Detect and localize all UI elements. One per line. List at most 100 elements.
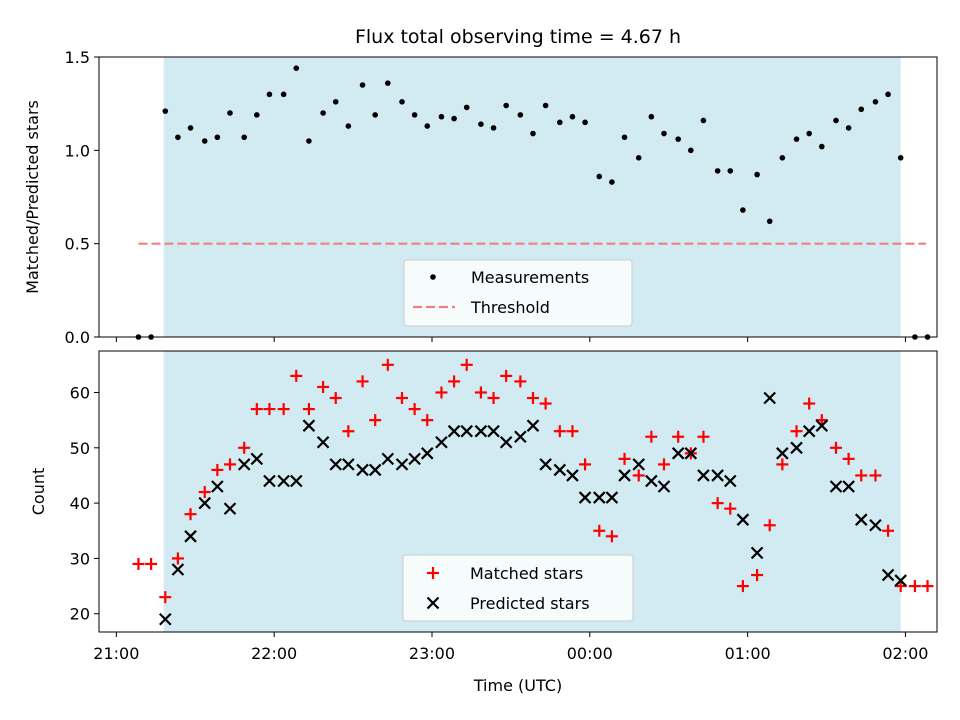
predicted-star-point: [223, 502, 237, 515]
predicted-star-point: [736, 513, 750, 526]
matched-star-point: [579, 458, 592, 471]
predicted-star-point: [815, 419, 829, 432]
predicted-star-point: [198, 496, 212, 510]
measurement-point: [463, 104, 470, 111]
predicted-star-point: [894, 574, 907, 587]
predicted-star-point: [381, 452, 395, 466]
predicted-star-point: [763, 391, 776, 405]
matched-star-point: [776, 458, 789, 471]
measurement-point: [438, 113, 445, 120]
matched-star-point: [132, 557, 145, 570]
measurement-point: [596, 173, 603, 180]
measurement-point: [557, 119, 563, 126]
top-y-ticks: 0.0 0.5 1.0 1.5: [65, 48, 99, 347]
measurement-point: [332, 99, 339, 105]
predicted-star-point: [618, 469, 631, 482]
bottom-y-tick-label: 30: [70, 549, 90, 568]
matched-star-point: [618, 452, 631, 465]
matched-star-point: [342, 425, 355, 438]
measurement-point: [175, 134, 181, 141]
measurement-point: [661, 130, 667, 137]
matched-star-point: [396, 392, 409, 405]
measurement-point: [162, 108, 169, 114]
predicted-star-point: [171, 563, 185, 576]
predicted-star-point: [447, 424, 461, 438]
matched-star-point: [356, 375, 369, 388]
predicted-star-point: [829, 480, 843, 493]
predicted-star-point: [237, 458, 251, 471]
predicted-star-point: [474, 424, 488, 438]
predicted-star-point: [842, 480, 855, 493]
matched-star-point: [238, 441, 251, 454]
top-panel: 0.0 0.5 1.0 1.5 Flux total observing time =…: [23, 26, 938, 347]
predicted-star-point: [435, 435, 448, 449]
predicted-star-point: [539, 458, 552, 471]
predicted-star-point: [211, 480, 224, 493]
matched-star-point: [751, 569, 764, 582]
measurement-point: [872, 99, 879, 105]
matched-star-point: [855, 469, 868, 482]
measurement-point: [858, 106, 865, 113]
measurement-point: [399, 99, 405, 105]
top-legend-box: [403, 259, 633, 327]
measurement-point: [542, 102, 549, 109]
measurement-point: [345, 123, 352, 129]
predicted-star-point: [184, 530, 197, 543]
measurement-point: [372, 112, 378, 118]
matched-star-point: [526, 392, 539, 405]
matched-star-point: [672, 430, 685, 443]
matched-star-point: [408, 403, 421, 416]
bottom-panel: 20 30 40 50 60 21:00 22:00 23:00 00:00 01:00 02:0…: [29, 350, 938, 695]
matched-star-point: [145, 557, 158, 570]
predicted-star-point: [553, 463, 567, 477]
measurement-point: [845, 125, 852, 131]
predicted-star-point: [526, 419, 540, 432]
predicted-star-point: [592, 491, 606, 504]
predicted-star-point: [632, 458, 646, 471]
matched-star-point: [277, 403, 290, 416]
predicted-star-point: [420, 447, 434, 460]
bottom-legend-box: [402, 554, 634, 622]
matched-star-point: [159, 591, 172, 604]
matched-star-point: [198, 486, 211, 499]
measurement-point: [280, 91, 287, 98]
matched-star-point: [697, 430, 710, 443]
predicted-star-point: [605, 491, 619, 504]
matched-star-point: [724, 502, 737, 515]
matched-star-point: [605, 530, 618, 543]
predicted-star-point: [395, 458, 409, 471]
bottom-x-tick-label: 00:00: [567, 644, 613, 663]
measurement-point: [688, 147, 694, 154]
measurement-point: [306, 138, 312, 144]
measurement-point: [779, 155, 786, 161]
predicted-stars-series: [159, 391, 907, 626]
top-x-ticks: [115, 337, 906, 342]
top-axes-frame: [98, 56, 938, 338]
matched-star-point: [474, 386, 487, 399]
matched-star-point: [421, 414, 434, 427]
bottom-x-ticks: 21:00 22:00 23:00 00:00 01:00 02:00: [93, 632, 928, 663]
measurement-point: [754, 171, 760, 178]
predicted-star-point: [711, 469, 724, 482]
x-axis-label: Time (UTC): [473, 676, 562, 695]
measurements-series: [135, 65, 931, 340]
matched-star-point: [908, 580, 921, 593]
measurement-point: [293, 65, 300, 71]
predicted-star-point: [750, 546, 764, 560]
matched-star-point: [500, 369, 513, 382]
predicted-star-point: [368, 463, 382, 477]
measurement-point: [490, 125, 497, 131]
matched-star-point: [250, 403, 263, 416]
predicted-star-point: [302, 419, 316, 432]
predicted-star-point: [790, 441, 803, 455]
predicted-star-point: [566, 469, 579, 482]
matched-star-point: [657, 458, 670, 471]
measurement-point: [478, 121, 484, 127]
predicted-star-point: [289, 474, 303, 488]
measurement-point: [635, 155, 642, 161]
measurement-point: [818, 143, 825, 150]
bottom-axes-frame: [98, 350, 938, 633]
measurement-point: [675, 136, 681, 142]
bottom-x-tick-label: 23:00: [409, 644, 455, 663]
matched-star-point: [171, 552, 184, 565]
